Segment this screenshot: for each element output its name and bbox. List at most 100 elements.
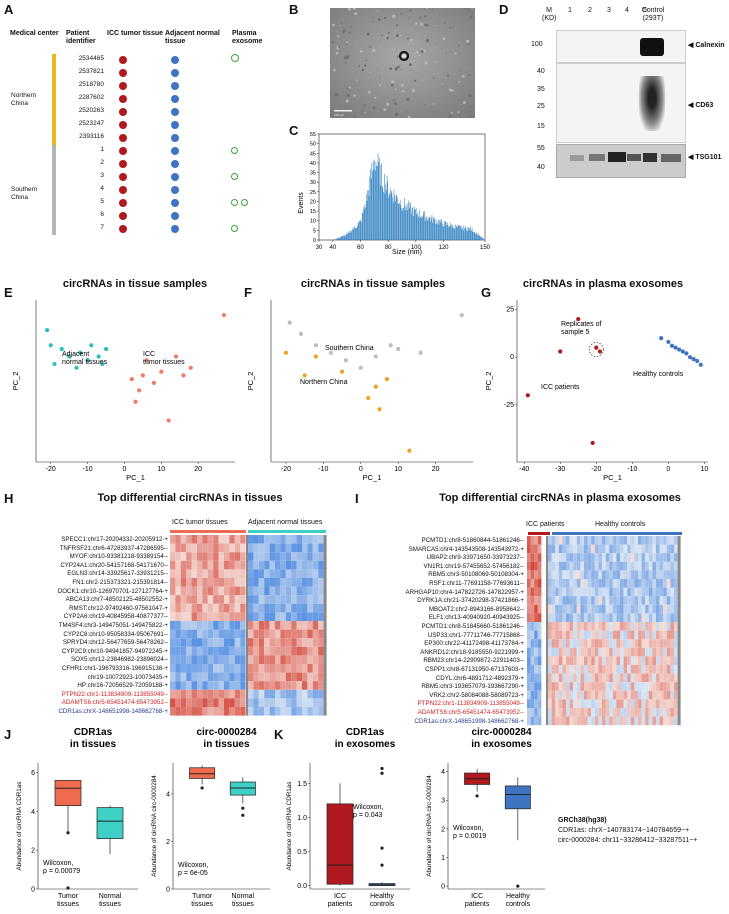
heat-cell [240, 646, 246, 656]
heat-cell [537, 544, 542, 554]
heat-cell [234, 681, 241, 690]
heat-cell [627, 587, 631, 597]
heat-cell [234, 543, 241, 553]
hist-bar [341, 236, 342, 240]
heat-cell [605, 596, 610, 605]
pca-point [129, 377, 134, 382]
hist-bar [431, 217, 432, 240]
heat-cell [537, 630, 542, 640]
heat-cell [264, 664, 270, 673]
tem-speck [454, 52, 457, 55]
heat-cell [616, 613, 620, 622]
heat-cell [253, 689, 259, 699]
heat-cell [558, 708, 563, 717]
heat-cell [645, 622, 649, 631]
heat-cell [602, 647, 606, 657]
heat-cell [175, 612, 181, 621]
heat-cell [302, 672, 308, 682]
heat-cell [584, 596, 588, 605]
heat-cell [551, 613, 556, 622]
pca-point [396, 346, 401, 352]
heat-cell [253, 612, 259, 621]
heat-cell [537, 656, 542, 665]
heat-cell [269, 672, 275, 682]
heat-cell [213, 543, 219, 553]
heat-cell [291, 569, 297, 578]
box-subtitle: in tissues [203, 739, 250, 750]
y-tick-label: 3 [441, 798, 445, 805]
heat-cell [207, 638, 214, 647]
heat-cell [291, 586, 297, 596]
heat-cell [638, 665, 642, 674]
heat-cell [645, 536, 649, 545]
heat-cell [202, 578, 208, 587]
heat-cell [180, 560, 187, 570]
heat-cell [605, 604, 610, 614]
tem-speck [372, 117, 374, 118]
hist-bar [366, 193, 367, 240]
hist-bar [418, 218, 420, 240]
pca-point [525, 393, 530, 398]
heat-cell [620, 699, 624, 708]
heat-cell [180, 698, 187, 707]
heat-cell [197, 638, 203, 647]
heat-cell [229, 689, 235, 699]
heat-cell [291, 535, 297, 544]
heat-cell [530, 656, 535, 665]
heat-cell [584, 630, 588, 640]
heat-cell [264, 655, 270, 664]
heat-cell [302, 638, 308, 647]
hist-bar [433, 216, 435, 240]
band-tsg101-control [661, 154, 681, 162]
heat-cell [569, 579, 574, 588]
heat-cell [555, 708, 559, 717]
heat-cell [591, 622, 595, 631]
y-axis-label: Abundance of circRNA circ-0000284 [426, 775, 433, 877]
heat-cell [576, 647, 581, 657]
heat-cell [670, 544, 674, 554]
heat-cell [248, 664, 254, 673]
heat-cell [562, 665, 566, 674]
heat-cell [248, 638, 254, 647]
heat-cell [291, 595, 297, 604]
tem-speck [391, 80, 395, 84]
heat-cell [652, 708, 656, 717]
heat-cell [264, 672, 270, 682]
heat-cell [275, 689, 281, 699]
heat-cell [623, 553, 628, 562]
heat-cell [180, 664, 187, 673]
heat-cell [620, 647, 624, 657]
heat-cell [240, 681, 246, 690]
heat-cell [576, 587, 581, 597]
tem-speck [400, 83, 404, 87]
heat-cell [576, 690, 581, 700]
heat-cell [666, 690, 671, 700]
heat-cell [612, 622, 617, 631]
heat-cell [180, 578, 187, 587]
hist-bar [359, 220, 361, 240]
heat-cell [562, 622, 566, 631]
heat-cell [584, 665, 588, 674]
hist-bar [380, 164, 382, 240]
tem-speck [420, 22, 424, 26]
heat-cell [602, 622, 606, 631]
heat-cell [548, 690, 552, 700]
heat-cell [620, 613, 624, 622]
icc-tumor-dot [119, 173, 127, 181]
group-label: tissues [191, 901, 213, 908]
heat-cell [659, 665, 664, 674]
legend-title: GRCh38(hg38) [558, 817, 607, 824]
heat-cell [291, 646, 297, 656]
heat-cell [253, 560, 259, 570]
heat-cell [630, 665, 635, 674]
pca-point [96, 354, 101, 359]
heat-cell [175, 638, 181, 647]
tem-speck [376, 63, 379, 65]
group-label: Healthy [370, 893, 394, 900]
heat-cell [634, 690, 638, 700]
heat-cell [648, 536, 653, 545]
tem-speck [408, 43, 410, 45]
heat-cell [302, 569, 308, 578]
heat-cell [605, 647, 610, 657]
heat-cell [562, 673, 566, 683]
